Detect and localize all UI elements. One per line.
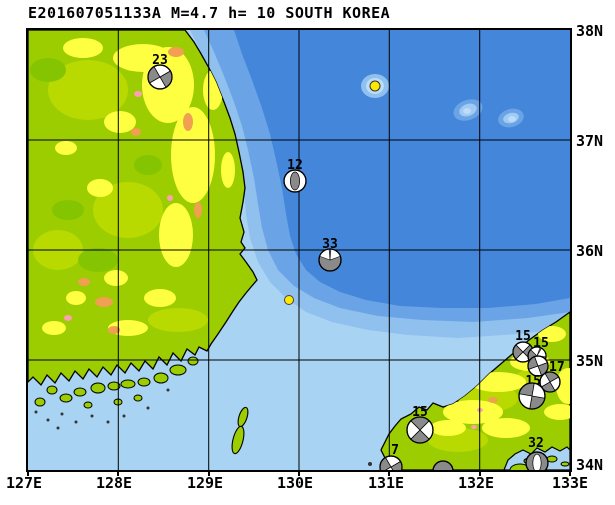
axis-tick bbox=[27, 470, 29, 476]
graticule-grid bbox=[28, 30, 570, 470]
axis-tick bbox=[298, 470, 300, 476]
event-depth-label: 15 bbox=[412, 405, 428, 420]
event-depth-label: 33 bbox=[322, 237, 338, 252]
focal-mechanism-ball bbox=[432, 460, 454, 470]
focal-mechanism-ball: 17 bbox=[527, 355, 565, 377]
event-depth-label: 23 bbox=[152, 53, 168, 68]
focal-mechanism-ball: 12 bbox=[283, 158, 307, 193]
focal-mechanism-ball: 23 bbox=[147, 53, 173, 90]
focal-mechanism-ball: 33 bbox=[318, 237, 342, 272]
lon-label-128e: 128E bbox=[95, 474, 133, 492]
lat-label-38n: 38N bbox=[576, 22, 604, 40]
lat-label-34n: 34N bbox=[576, 456, 604, 474]
axis-tick bbox=[479, 470, 481, 476]
map-canvas[interactable]: 23 12 33 15 7 15 15 17 15 32 bbox=[26, 28, 572, 472]
lon-label-130e: 130E bbox=[276, 474, 314, 492]
axis-tick bbox=[388, 470, 390, 476]
focal-mechanism-ball: 7 bbox=[379, 443, 403, 470]
event-depth-label: 15 bbox=[533, 336, 549, 351]
focal-mechanism-ball: 15 bbox=[406, 405, 434, 444]
lon-label-132e: 132E bbox=[457, 474, 495, 492]
lat-label-36n: 36N bbox=[576, 242, 604, 260]
lat-label-37n: 37N bbox=[576, 132, 604, 150]
focal-mechanism-ball: 32 bbox=[525, 436, 549, 470]
south-coast-islands bbox=[34, 356, 199, 409]
event-depth-label: 15 bbox=[515, 329, 531, 344]
event-depth-label: 32 bbox=[528, 436, 544, 451]
yellow-islands bbox=[284, 80, 381, 305]
axis-tick bbox=[208, 470, 210, 476]
bathymetry-layers bbox=[190, 30, 570, 338]
map-title: E201607051133A M=4.7 h= 10 SOUTH KOREA bbox=[28, 4, 391, 22]
lon-label-131e: 131E bbox=[367, 474, 405, 492]
lon-label-127e: 127E bbox=[5, 474, 43, 492]
lat-label-35n: 35N bbox=[576, 352, 604, 370]
lon-label-129e: 129E bbox=[186, 474, 224, 492]
event-depth-label: 12 bbox=[287, 158, 303, 173]
lon-label-133e: 133E bbox=[551, 474, 589, 492]
event-depth-label: 17 bbox=[549, 360, 565, 375]
axis-tick bbox=[569, 470, 571, 476]
axis-tick bbox=[117, 470, 119, 476]
tsushima-islands bbox=[231, 406, 249, 455]
islet-specks bbox=[34, 388, 372, 466]
sea-deep-band bbox=[234, 30, 570, 308]
focal-mechanism-ball bbox=[518, 382, 546, 410]
event-depth-label: 7 bbox=[391, 443, 399, 458]
